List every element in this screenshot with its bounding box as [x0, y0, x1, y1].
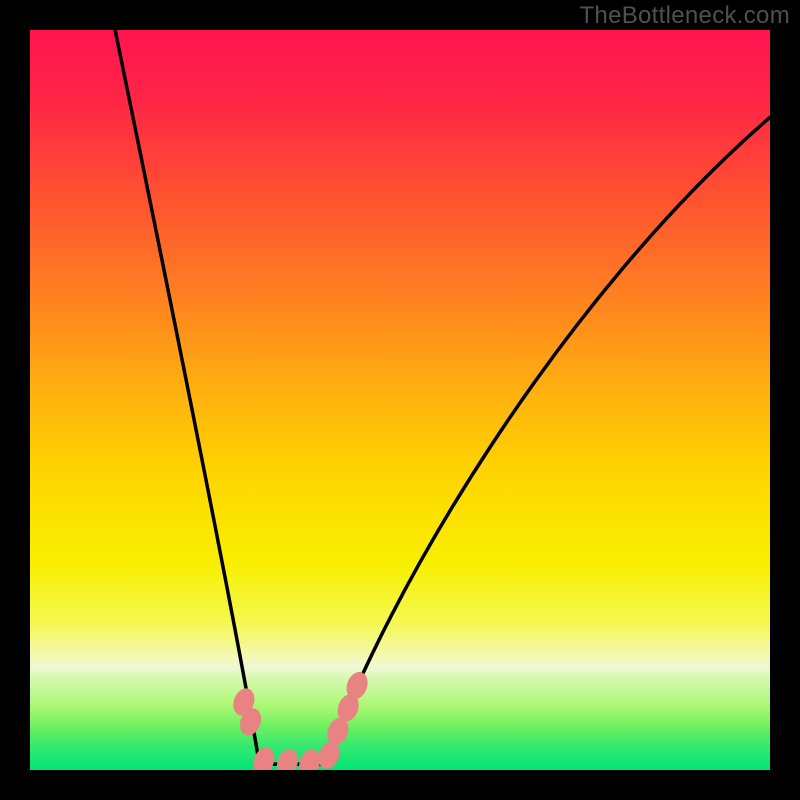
bottleneck-chart: [0, 0, 800, 800]
chart-container: TheBottleneck.com: [0, 0, 800, 800]
watermark-text: TheBottleneck.com: [579, 2, 790, 30]
plot-area: [30, 30, 770, 770]
